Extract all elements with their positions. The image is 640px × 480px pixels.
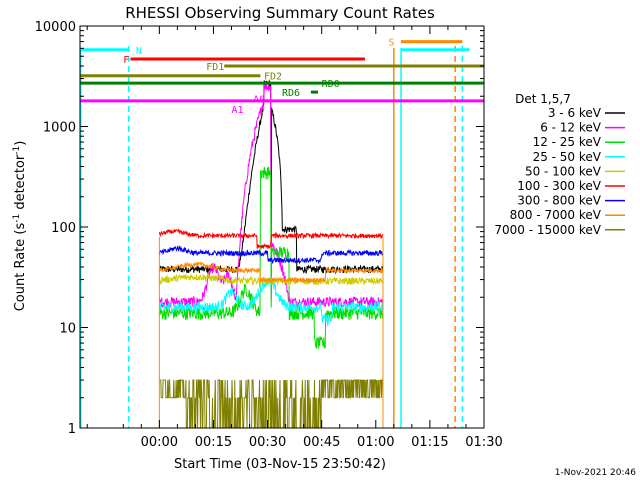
flag-label: RD0 bbox=[322, 79, 340, 90]
axes-layer: 1 10 100 1000 10000 00:00 00:15 00:30 00:45 01:00… bbox=[35, 20, 503, 450]
flag-label: S bbox=[388, 38, 394, 49]
x-tick-label: 01:00 bbox=[357, 435, 394, 450]
series-line bbox=[158, 273, 383, 287]
x-tick-label: 01:15 bbox=[411, 435, 448, 450]
legend-entry-label: 300 - 800 keV bbox=[517, 194, 601, 208]
series-line bbox=[158, 260, 384, 285]
x-tick-label: 00:30 bbox=[249, 435, 286, 450]
legend-entry-label: 7000 - 15000 keV bbox=[494, 223, 601, 237]
x-tick-label: 01:30 bbox=[465, 435, 502, 450]
markers-layer: NF S FD1 FD2 RD0 RD6 A1 A0 bbox=[79, 38, 484, 428]
flag-label: F bbox=[123, 55, 129, 66]
legend-entry-label: 3 - 6 keV bbox=[548, 106, 602, 120]
y-tick-label: 10 bbox=[59, 322, 76, 337]
legend-entry-label: 800 - 7000 keV bbox=[510, 208, 602, 222]
legend-entry-label: 6 - 12 keV bbox=[540, 121, 602, 135]
flag-label: N bbox=[136, 46, 142, 57]
flag-label: A0 bbox=[253, 94, 265, 105]
legend-entry-label: 25 - 50 keV bbox=[533, 150, 602, 164]
legend-entry-label: 50 - 100 keV bbox=[525, 164, 602, 178]
x-tick-label: 00:45 bbox=[303, 435, 340, 450]
y-tick-label: 1 bbox=[68, 422, 76, 437]
flag-label: FD2 bbox=[264, 72, 282, 83]
y-tick-label: 1000 bbox=[43, 121, 76, 136]
x-tick-label: 00:00 bbox=[141, 435, 178, 450]
series-line bbox=[158, 245, 384, 265]
series-line bbox=[159, 379, 383, 429]
legend-entry-label: 12 - 25 keV bbox=[533, 135, 602, 149]
footer-timestamp: 1-Nov-2021 20:46 bbox=[555, 468, 637, 478]
legend-title: Det 1,5,7 bbox=[515, 92, 571, 106]
flag-label: RD6 bbox=[282, 88, 300, 99]
chart-title: RHESSI Observing Summary Count Rates bbox=[125, 4, 435, 22]
series-layer bbox=[158, 79, 384, 429]
legend-entry-label: 100 - 300 keV bbox=[517, 179, 601, 193]
y-axis-label: Count Rate (s-1 detector-1) bbox=[12, 141, 28, 312]
x-tick-label: 00:15 bbox=[195, 435, 232, 450]
y-tick-label: 100 bbox=[51, 221, 76, 236]
flag-label: FD1 bbox=[206, 62, 224, 73]
flag-label: A1 bbox=[232, 105, 244, 116]
y-tick-label: 10000 bbox=[35, 20, 76, 35]
x-axis-label: Start Time (03-Nov-15 23:50:42) bbox=[174, 457, 386, 472]
series-line bbox=[158, 228, 384, 250]
